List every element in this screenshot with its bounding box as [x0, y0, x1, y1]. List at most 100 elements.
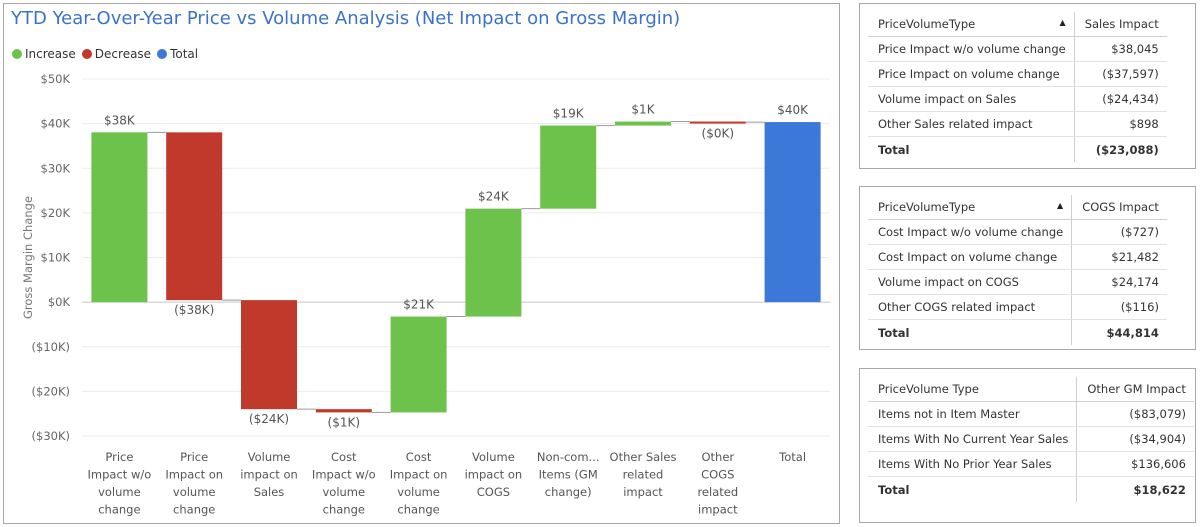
legend-item-decrease[interactable]: Decrease [81, 47, 151, 61]
x-category-label: Price Impact on volume change [165, 450, 223, 517]
y-tick-label: ($30K) [32, 429, 70, 443]
total-label: Total [878, 483, 910, 497]
total-row: Total $44,814 [868, 319, 1167, 345]
x-category-label-line: related [623, 468, 664, 482]
column-header-cogs-impact[interactable]: COGS Impact [1071, 195, 1167, 220]
x-category-label-line: Volume [472, 450, 515, 464]
x-category-label-line: Volume [248, 450, 291, 464]
x-category-label-line: impact [623, 485, 663, 499]
x-category-label-line: Impact on [165, 468, 223, 482]
column-header-other-gm-impact[interactable]: Other GM Impact [1076, 377, 1194, 402]
x-category-label: Cost Impact w/o volume change [312, 450, 376, 517]
x-category-label-line: COGS [477, 485, 510, 499]
row-label: Price Impact w/o volume change [868, 36, 1075, 62]
sort-ascending-icon[interactable]: ▲ [1057, 201, 1064, 210]
x-category-label-line: volume [98, 485, 141, 499]
sales-impact-table-panel: PriceVolumeType ▲ Sales Impact Price Imp… [859, 3, 1196, 169]
row-label: Items With No Current Year Sales [868, 426, 1077, 452]
table-row: Volume impact on Sales ($24,434) [868, 86, 1167, 112]
y-axis-title: Gross Margin Change [21, 196, 35, 319]
row-value: $38,045 [1073, 36, 1167, 62]
table-header-row: PriceVolumeType ▲ Sales Impact [868, 12, 1167, 37]
column-header-sales-impact[interactable]: Sales Impact [1073, 12, 1167, 37]
column-header-price-volume-type[interactable]: PriceVolume Type [868, 377, 1077, 402]
total-row: Total ($23,088) [868, 136, 1167, 162]
waterfall-bar [390, 316, 447, 413]
data-label: ($0K) [702, 127, 735, 141]
x-category-label-line: change [98, 503, 140, 517]
x-category-label-line: change) [545, 485, 592, 499]
row-value: ($83,079) [1076, 401, 1194, 427]
row-value: $24,174 [1071, 269, 1167, 295]
row-value: $898 [1073, 111, 1167, 137]
row-label: Volume impact on Sales [868, 86, 1075, 112]
column-header-price-volume-type[interactable]: PriceVolumeType ▲ [868, 12, 1075, 37]
column-header-price-volume-type[interactable]: PriceVolumeType ▲ [868, 195, 1072, 220]
row-value: ($116) [1071, 294, 1167, 320]
cogs-impact-table-panel: PriceVolumeType ▲ COGS Impact Cost Impac… [859, 186, 1196, 350]
row-label: Volume impact on COGS [868, 269, 1072, 295]
total-value: ($23,088) [1073, 136, 1167, 162]
table-row: Other COGS related impact ($116) [868, 294, 1167, 320]
waterfall-bar [166, 132, 223, 301]
legend-item-increase[interactable]: Increase [12, 47, 76, 61]
waterfall-bar [241, 300, 297, 410]
row-label: Other COGS related impact [868, 294, 1072, 320]
table-row: Items not in Item Master ($83,079) [868, 401, 1194, 427]
x-category-label-line: Items (GM [539, 468, 598, 482]
legend-dot-decrease [81, 49, 92, 59]
x-category-label-line: volume [322, 485, 365, 499]
x-category-label-line: impact [698, 503, 738, 517]
other-gm-impact-table-panel: PriceVolume Type Other GM Impact Items n… [859, 368, 1196, 523]
data-label: ($1K) [328, 415, 361, 429]
waterfall-bar [689, 121, 746, 124]
table-row: Price Impact w/o volume change $38,045 [868, 36, 1167, 62]
row-label: Cost Impact w/o volume change [868, 219, 1072, 245]
row-label: Cost Impact on volume change [868, 244, 1072, 270]
row-value: ($34,904) [1076, 426, 1194, 452]
x-category-label-line: change [173, 503, 215, 517]
table-row: Price Impact on volume change ($37,597) [868, 61, 1167, 87]
x-category-label-line: Price [180, 450, 208, 464]
legend-dot-total [157, 49, 168, 59]
data-label: $21K [403, 298, 435, 312]
x-category-label-line: Price [105, 450, 133, 464]
data-label: $24K [478, 190, 510, 204]
x-category-label-line: Impact w/o [88, 468, 152, 482]
x-category-label-line: Cost [331, 450, 357, 464]
total-label: Total [878, 326, 910, 340]
row-label: Price Impact on volume change [868, 61, 1075, 87]
other-gm-impact-table: PriceVolume Type Other GM Impact Items n… [868, 377, 1194, 502]
cogs-impact-table: PriceVolumeType ▲ COGS Impact Cost Impac… [868, 195, 1167, 345]
chart-title: YTD Year-Over-Year Price vs Volume Analy… [11, 8, 681, 29]
legend-dot-increase [12, 49, 22, 59]
row-label: Other Sales related impact [868, 111, 1075, 137]
column-header-label: PriceVolumeType [878, 17, 976, 31]
legend-item-total[interactable]: Total [157, 47, 198, 61]
table-row: Items With No Current Year Sales ($34,90… [868, 426, 1194, 452]
x-category-label: Total [778, 450, 806, 464]
sort-ascending-icon[interactable]: ▲ [1059, 18, 1066, 27]
y-tick-label: $50K [41, 72, 71, 86]
table-row: Volume impact on COGS $24,174 [868, 269, 1167, 295]
row-label: Items not in Item Master [868, 401, 1077, 427]
row-value: ($37,597) [1073, 61, 1167, 87]
x-category-label-line: change [397, 503, 439, 517]
x-category-label-line: Impact on [390, 468, 448, 482]
total-value: $18,622 [1076, 476, 1194, 502]
waterfall-chart-panel: YTD Year-Over-Year Price vs Volume Analy… [3, 3, 840, 524]
data-label: $40K [777, 103, 809, 117]
x-category-label-line: Total [778, 450, 806, 464]
chart-plot-area: $50K $40K $30K $20K $10K $0K ($10K) ($20K) ($30K… [21, 72, 830, 517]
x-category-label-line: Sales [254, 485, 285, 499]
y-tick-label: $10K [41, 251, 71, 265]
x-category-label: Other COGS related impact [697, 450, 738, 517]
y-tick-label: $20K [41, 206, 71, 220]
data-label: $19K [553, 107, 585, 121]
table-row: Items With No Prior Year Sales $136,606 [868, 451, 1194, 477]
legend-label-increase: Increase [25, 47, 76, 61]
data-label: $1K [631, 103, 655, 117]
x-category-label-line: related [697, 485, 738, 499]
x-category-label: Volume impact on Sales [240, 450, 298, 499]
row-value: ($727) [1071, 219, 1167, 245]
